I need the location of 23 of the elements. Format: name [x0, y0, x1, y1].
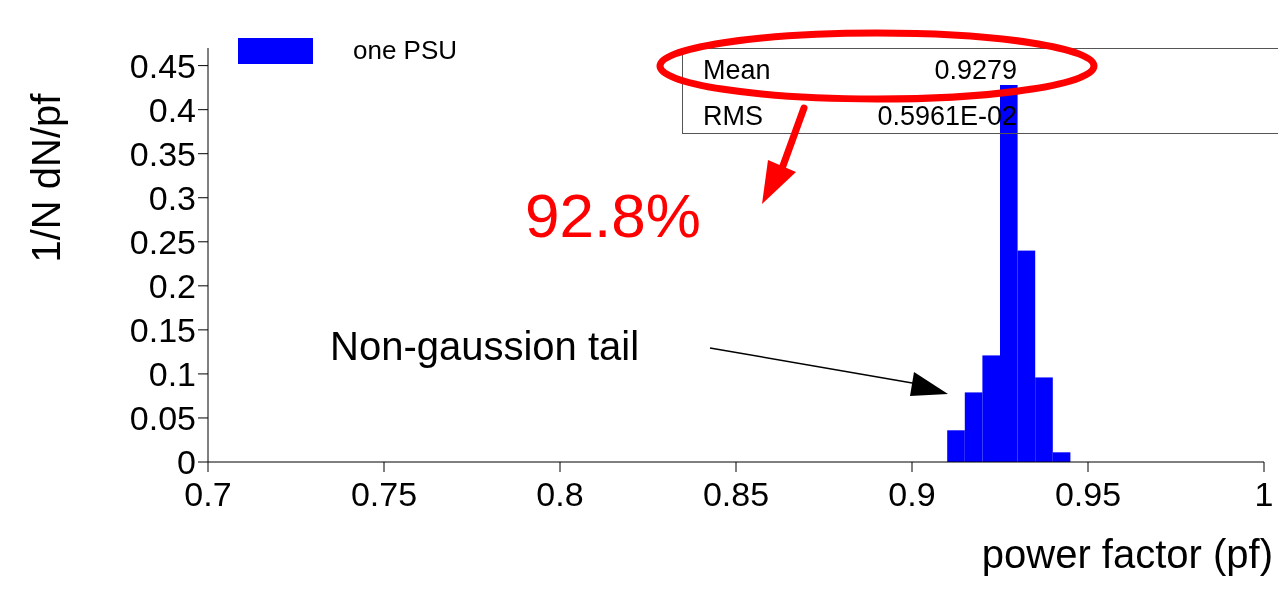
y-tick-label: 0.1 [148, 354, 196, 393]
legend-label: one PSU [353, 35, 458, 66]
x-tick-label: 0.95 [1054, 475, 1122, 514]
y-tick-label: 0.3 [148, 178, 196, 217]
annotation: Non-gaussion tail [330, 324, 640, 369]
annotation: 92.8% [525, 180, 701, 251]
y-tick-label: 0.35 [129, 134, 196, 173]
y-axis-title: 1/N dN/pf [24, 92, 68, 263]
y-tick-label: 0.4 [148, 90, 196, 129]
annotation: 0.9279 [934, 55, 1017, 86]
x-axis-title: power factor (pf) [981, 532, 1273, 576]
x-tick-label: 0.85 [702, 475, 770, 514]
y-tick-label: 0.25 [129, 222, 196, 261]
x-tick-label: 1 [1254, 475, 1274, 514]
annotation: Mean [703, 55, 771, 86]
annotation: RMS [703, 101, 763, 132]
x-tick-label: 0.75 [350, 475, 418, 514]
y-tick-label: 0.2 [148, 266, 196, 305]
x-tick-label: 0.8 [536, 475, 584, 514]
x-tick-label: 0.9 [888, 475, 936, 514]
y-tick-label: 0.05 [129, 399, 196, 438]
y-tick-label: 0.45 [129, 46, 196, 85]
y-tick-label: 0.15 [129, 310, 196, 349]
